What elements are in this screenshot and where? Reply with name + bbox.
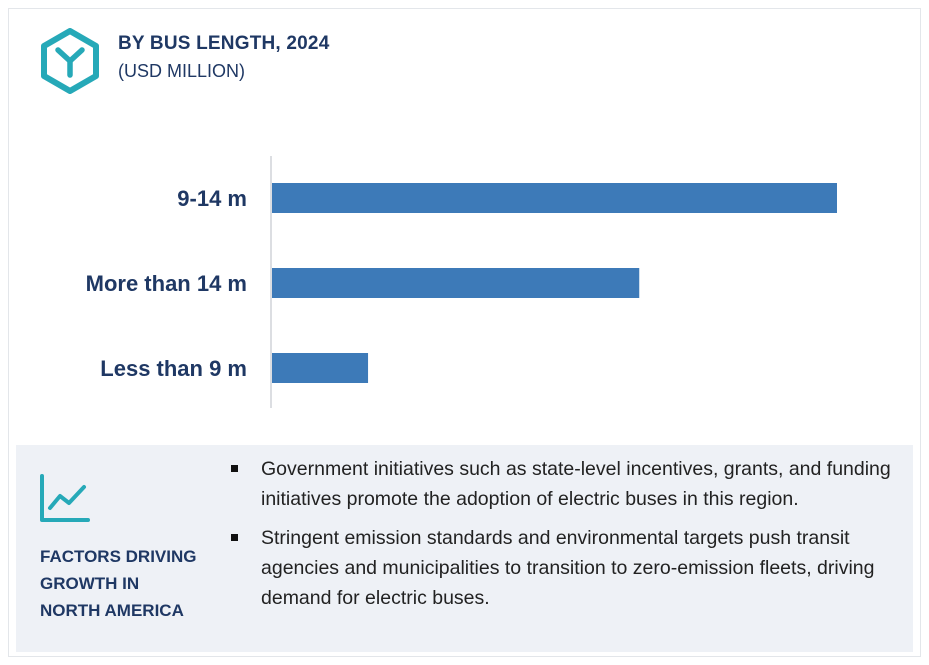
factor-text: Government initiatives such as state-lev… [261,458,891,510]
factors-label-line: NORTH AMERICA [40,601,184,620]
category-label: More than 14 m [86,271,247,296]
bar-chart: 9-14 m More than 14 m Less than 9 m [86,156,837,408]
factor-bullet: Stringent emission standards and environ… [228,523,923,613]
bullet-marker [231,465,238,472]
category-label: 9-14 m [177,186,247,211]
factor-bullet: Government initiatives such as state-lev… [228,454,923,514]
bar [272,183,837,213]
hexagon-y-logo-icon [41,28,99,94]
factors-label-line: FACTORS DRIVING [40,547,197,566]
factors-list: Government initiatives such as state-lev… [228,454,923,622]
trend-line-chart-icon [40,474,90,522]
bullet-marker [231,534,238,541]
factors-label: FACTORS DRIVING GROWTH IN NORTH AMERICA [40,543,230,624]
bar [272,268,640,298]
factor-text: Stringent emission standards and environ… [261,527,875,609]
factors-label-line: GROWTH IN [40,574,140,593]
bar [272,353,369,383]
chart-subtitle: (USD MILLION) [118,61,246,81]
factors-panel [16,445,913,652]
chart-title: BY BUS LENGTH, 2024 [118,33,330,54]
category-label: Less than 9 m [100,356,247,381]
